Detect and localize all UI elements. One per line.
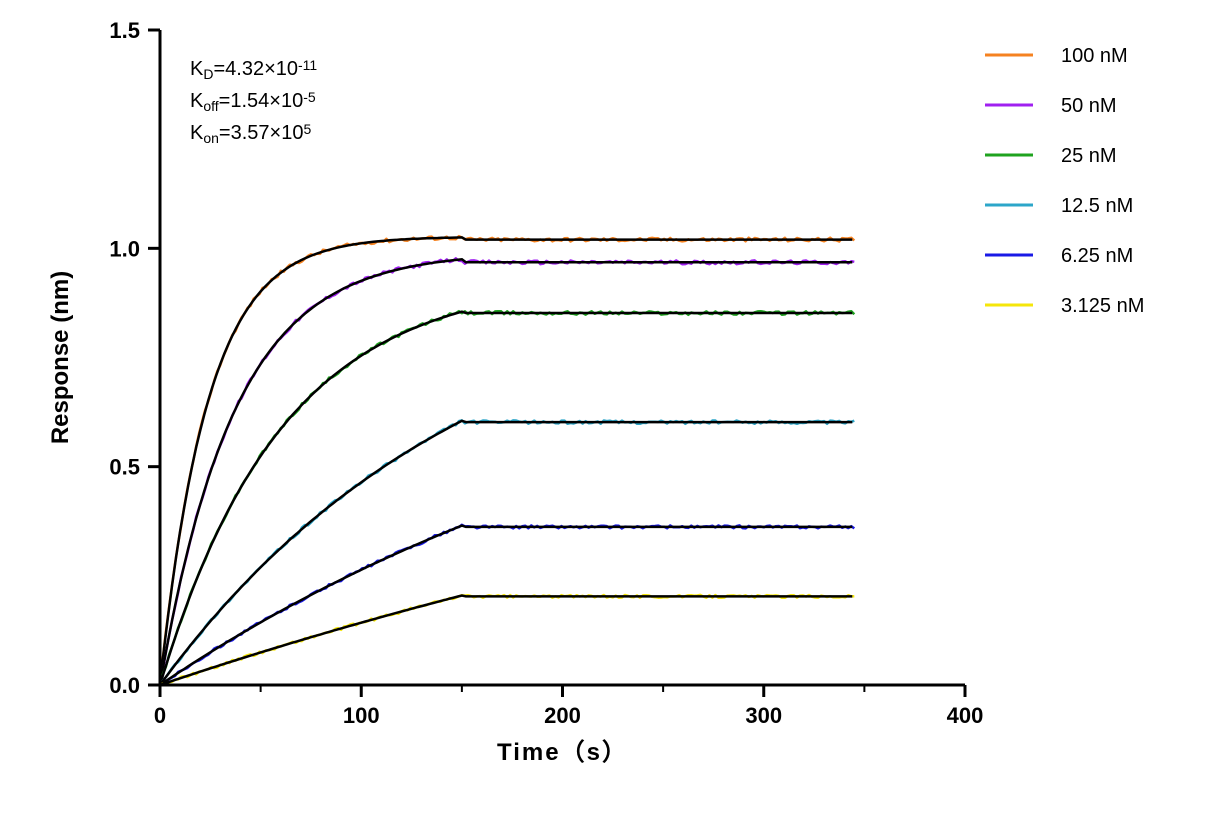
legend-label: 100 nM bbox=[1061, 45, 1128, 67]
legend-label: 25 nM bbox=[1061, 145, 1117, 167]
binding-kinetics-chart: 0 100 200 300 400 0.0 0.5 1.0 1.5 Time（s） Response… bbox=[0, 0, 1216, 825]
legend-label: 6.25 nM bbox=[1061, 245, 1133, 267]
legend-label: 12.5 nM bbox=[1061, 195, 1133, 217]
legend-label: 50 nM bbox=[1061, 95, 1117, 117]
x-tick-label: 200 bbox=[544, 703, 581, 728]
x-tick-label: 0 bbox=[154, 703, 166, 728]
x-tick-label: 100 bbox=[343, 703, 380, 728]
y-tick-label: 0.5 bbox=[109, 455, 140, 480]
x-tick-label: 400 bbox=[947, 703, 984, 728]
y-tick-label: 1.5 bbox=[109, 18, 140, 43]
legend-label: 3.125 nM bbox=[1061, 295, 1144, 317]
y-axis-label: Response (nm) bbox=[47, 271, 74, 444]
x-axis-label: Time（s） bbox=[497, 739, 628, 766]
y-tick-label: 0.0 bbox=[109, 673, 140, 698]
y-tick-label: 1.0 bbox=[109, 236, 140, 261]
x-tick-label: 300 bbox=[745, 703, 782, 728]
